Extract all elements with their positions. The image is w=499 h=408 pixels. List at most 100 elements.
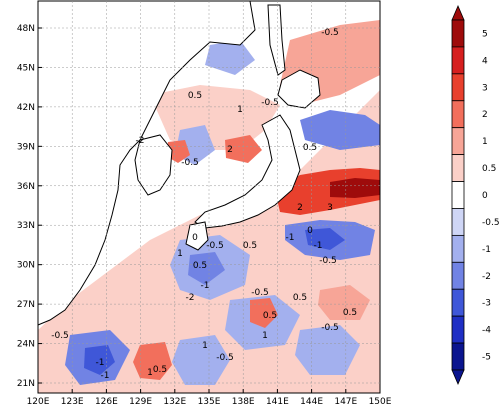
lon-tick-label: 126E: [95, 397, 118, 407]
field-blue-2: [300, 110, 380, 150]
land-kyushu: [185, 221, 209, 251]
contour-label: -1: [96, 358, 105, 368]
contour-label: -0.5: [216, 353, 234, 363]
lon-tick-label: 144E: [300, 397, 323, 407]
colorbar-segment: [451, 46, 465, 75]
lon-tick-label: 120E: [27, 397, 50, 407]
colorbar-label: 0: [482, 191, 488, 201]
colorbar-segment: [451, 181, 465, 209]
lat-tick-label: 42N: [17, 103, 35, 113]
land-sakhalin: [267, 4, 286, 76]
land-hokkaido: [277, 69, 321, 109]
contour-label: 0.5: [153, 365, 167, 375]
contour-label: 0: [307, 226, 313, 236]
contour-label: -2: [136, 136, 145, 146]
field-red-1: [133, 342, 172, 380]
land-korea: [134, 134, 173, 196]
contour-label: 0: [192, 233, 198, 243]
lat-tick-label: 45N: [17, 63, 35, 73]
contour-label: -0.5: [181, 158, 199, 168]
latitude-axis: 21N 24N 27N 30N 33N 36N 39N 42N 45N 48N: [17, 24, 42, 389]
contour-label: 3: [327, 203, 333, 213]
contour-label: 2: [227, 145, 233, 155]
contour-label: 1: [177, 249, 183, 259]
field-red-3: [318, 285, 370, 320]
lon-tick-label: 138E: [232, 397, 255, 407]
colorbar-label: -4: [482, 326, 491, 336]
contour-label: 0.5: [193, 261, 207, 271]
land-japan-honshu: [194, 114, 301, 229]
contour-label: -0.5: [251, 288, 269, 298]
colorbar-label: 2: [482, 110, 488, 120]
colorbar-segment: [451, 154, 465, 182]
contour-label: 0.5: [243, 241, 257, 251]
colorbar-segment: [451, 342, 465, 371]
lat-tick-label: 30N: [17, 261, 35, 271]
colorbar-segment: [451, 261, 465, 290]
contour-label: 0.5: [343, 308, 357, 318]
field-red-2: [250, 298, 278, 328]
colorbar-label: -5: [482, 353, 491, 363]
contour-labels: -0.5-10.51-2230-0.51-10.50-0.50.5-1-0.5-…: [51, 28, 357, 381]
contour-label: -0.5: [51, 331, 69, 341]
contour-label: 1: [147, 368, 153, 378]
field-blue-5: [305, 228, 345, 250]
field-blue-10: [84, 345, 115, 375]
colorbar-segment: [451, 234, 465, 263]
colorbar-label: 0.5: [482, 164, 496, 174]
field-kuroshio-core: [330, 178, 380, 198]
field-blue-1: [205, 40, 255, 75]
colorbar-segment: [451, 100, 465, 129]
colorbar-segment: [451, 208, 465, 236]
field-red-4: [225, 135, 262, 163]
field-red-5: [166, 140, 190, 163]
colorbar-label: -3: [482, 299, 491, 309]
contour-label: 0.5: [263, 311, 277, 321]
colorbar-label: -0.5: [482, 218, 499, 228]
contour-label: -0.5: [319, 256, 337, 266]
contour-label: 0.5: [303, 143, 317, 153]
contour-label: 1: [202, 341, 208, 351]
lon-tick-label: 123E: [61, 397, 84, 407]
land-asia-mainland: [37, 0, 256, 326]
field-blue-11: [172, 335, 230, 385]
lon-tick-label: 147E: [334, 397, 357, 407]
contour-label: 1: [262, 331, 268, 341]
colorbar-label: 5: [482, 29, 488, 39]
colorbar-label: -1: [482, 245, 491, 255]
contour-label: 0.5: [293, 293, 307, 303]
lat-tick-label: 48N: [17, 24, 35, 34]
lat-tick-label: 39N: [17, 142, 35, 152]
field-blue-7: [188, 252, 225, 285]
colorbar-label: -2: [482, 272, 491, 282]
lat-tick-label: 24N: [17, 340, 35, 350]
lat-tick-label: 21N: [17, 379, 35, 389]
lat-tick-label: 36N: [17, 182, 35, 192]
contour-label: 2: [297, 203, 303, 213]
colorbar-segment: [451, 288, 465, 317]
colorbar-top-arrow: [451, 4, 465, 21]
lon-tick-label: 150E: [369, 397, 392, 407]
contour-label: -0.5: [206, 241, 224, 251]
contour-label: 1: [237, 105, 243, 115]
colorbar-label: 3: [482, 83, 488, 93]
longitude-axis: 120E 123E 126E 129E 132E 135E 138E 141E 144E 147E…: [27, 389, 392, 407]
contour-label: -1: [314, 241, 323, 251]
colorbar-segment: [451, 315, 465, 344]
lon-tick-label: 129E: [129, 397, 152, 407]
contour-label: -1: [286, 233, 295, 243]
lat-tick-label: 27N: [17, 300, 35, 310]
colorbar-segment: [451, 127, 465, 156]
colorbar-label: 1: [482, 137, 488, 147]
lon-tick-label: 132E: [163, 397, 186, 407]
contour-label: -0.5: [321, 28, 339, 38]
colorbar-segment: [451, 19, 465, 48]
colorbar-label: 4: [482, 56, 488, 66]
colorbar-bottom-arrow: [451, 369, 465, 386]
colorbar-segment: [451, 73, 465, 102]
contour-label: -0.5: [321, 323, 339, 333]
land-masses: [37, 0, 321, 326]
contour-label: -1: [101, 371, 110, 381]
lon-tick-label: 135E: [198, 397, 221, 407]
